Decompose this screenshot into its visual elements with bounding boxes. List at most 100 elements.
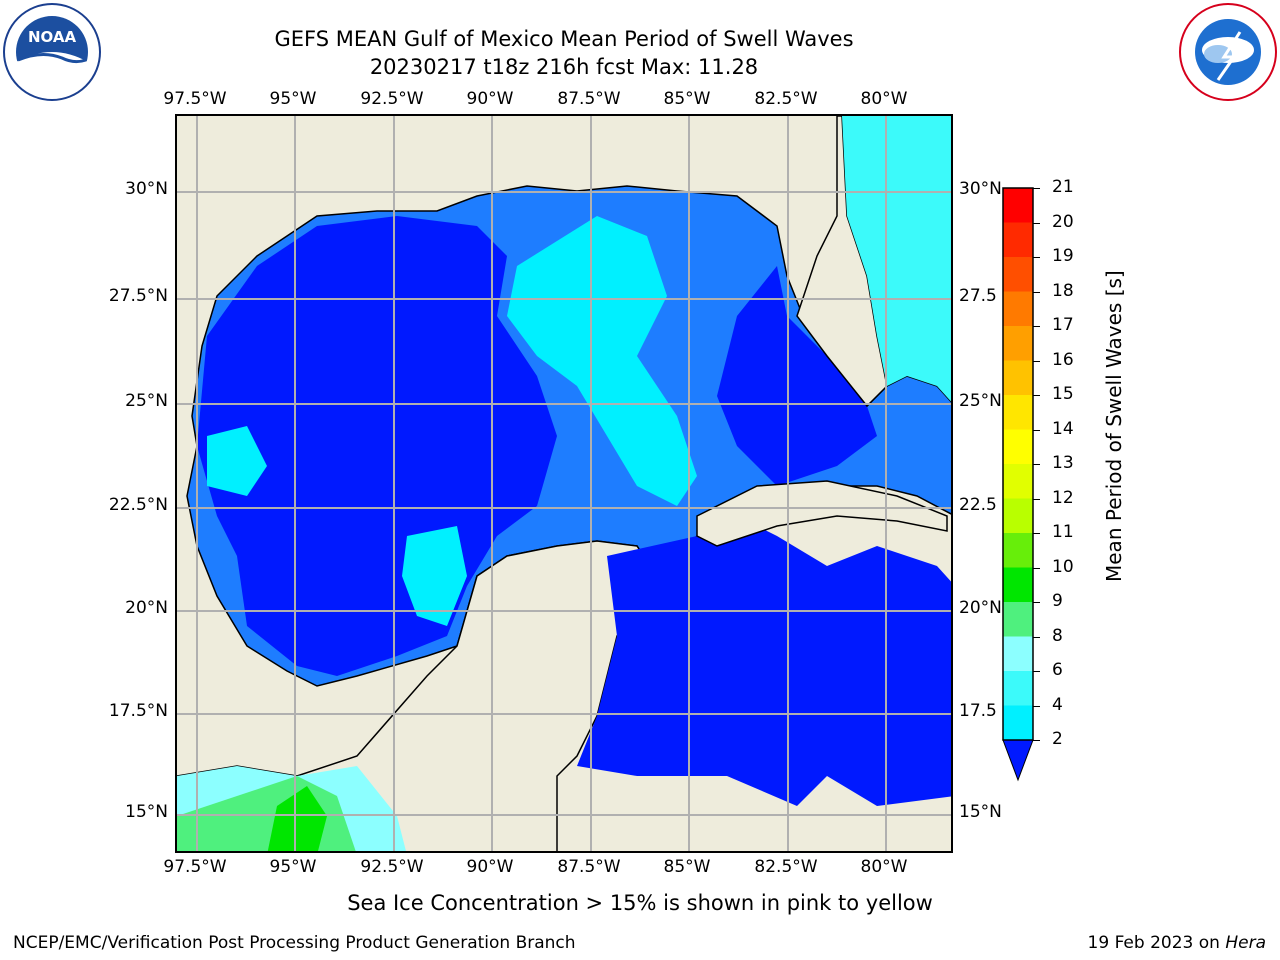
x-tick-top: 80°W [860,89,908,109]
x-tick-top: 97.5°W [163,89,227,109]
deep-blue-region [197,216,557,676]
colorbar-tick-mark [1033,602,1040,603]
colorbar-label: 2 [1052,729,1063,749]
colorbar-label: 19 [1052,246,1074,266]
colorbar-tick-mark [1033,671,1040,672]
y-tick-right: 15°N [959,802,1002,822]
y-tick-left: 22.5°N [108,495,168,515]
colorbar-tick-mark [1033,429,1040,431]
date-text: 19 Feb 2023 on Hera [1088,933,1266,953]
y-tick-right: 22.5 [959,495,997,515]
x-tick-top: 95°W [269,89,317,109]
colorbar-tick-mark [1033,533,1040,534]
colorbar-segment [1003,636,1033,672]
map-panel [175,114,953,853]
colorbar-label: 6 [1052,660,1063,680]
colorbar-tick-mark [1033,636,1040,638]
y-tick-left: 27.5°N [108,286,168,306]
x-tick-top: 92.5°W [360,89,424,109]
yucatan-land [177,540,658,851]
colorbar-tick-mark [1033,464,1040,465]
colorbar-label: 15 [1052,384,1074,404]
colorbar-tick-mark [1033,222,1040,224]
colorbar-label: 11 [1052,522,1074,542]
x-tick-bottom: 90°W [466,857,514,877]
x-tick-bottom: 92.5°W [360,857,424,877]
colorbar-label: 13 [1052,453,1074,473]
x-tick-top: 82.5°W [754,89,818,109]
date-prefix: 19 Feb 2023 on [1087,933,1226,953]
map-title: GEFS MEAN Gulf of Mexico Mean Period of … [274,27,854,51]
y-tick-left: 30°N [125,179,168,199]
colorbar-label: 18 [1052,280,1074,301]
colorbar-segment [1003,498,1033,534]
colorbar-segment [1003,188,1033,223]
colorbar-segment [1003,567,1033,603]
colorbar-tick-mark [1033,567,1040,569]
colorbar-tick-mark [1033,257,1040,258]
nws-logo-icon [1178,2,1278,102]
colorbar-label: 21 [1052,177,1074,197]
colorbar-tick-mark [1033,291,1040,293]
x-tick-bottom: 95°W [269,857,317,877]
x-tick-bottom: 97.5°W [163,857,227,877]
y-tick-right: 17.5 [959,701,997,721]
colorbar-tick-mark [1033,740,1040,741]
colorbar-tick-mark [1033,395,1040,396]
x-tick-top: 85°W [663,89,711,109]
deep-blue-region [717,266,877,486]
cyan-region [207,426,267,496]
colorbar-segment [1003,429,1033,465]
colorbar-segment [1003,326,1033,361]
y-tick-left: 17.5°N [108,701,168,721]
caribbean-ocean [577,516,951,806]
pacific-bright-green-region [267,786,327,851]
colorbar-tick-mark [1033,360,1040,362]
y-tick-right: 30°N [959,179,1002,199]
colorbar-tick-mark [1033,705,1040,707]
cuba-land [696,480,948,547]
x-tick-bottom: 82.5°W [754,857,818,877]
x-tick-bottom: 80°W [860,857,908,877]
colorbar-label: 16 [1052,349,1074,370]
noaa-logo-icon: NOAA [2,2,102,102]
atlantic-ocean [842,116,951,402]
colorbar-segment [1003,291,1033,327]
colorbar-tick-mark [1033,498,1040,500]
svg-text:NOAA: NOAA [28,28,77,46]
colorbar [1002,187,1034,782]
colorbar-tick-mark [1033,188,1040,189]
colorbar-segment [1003,222,1033,258]
sea-ice-note: Sea Ice Concentration > 15% is shown in … [347,891,933,915]
y-tick-right: 20°N [959,598,1002,618]
cyan-region [507,216,697,506]
x-tick-top: 87.5°W [557,89,621,109]
colorbar-label: 12 [1052,487,1074,508]
x-tick-bottom: 85°W [663,857,711,877]
y-tick-right: 27.5 [959,286,997,306]
map-subtitle: 20230217 t18z 216h fcst Max: 11.28 [369,55,759,79]
colorbar-label: 14 [1052,418,1074,439]
x-tick-top: 90°W [466,89,514,109]
colorbar-label: 8 [1052,625,1063,646]
colorbar-segment [1003,705,1033,741]
colorbar-label: 10 [1052,556,1074,577]
colorbar-label: 17 [1052,315,1074,335]
colorbar-label: 9 [1052,591,1063,611]
y-tick-left: 25°N [125,391,168,411]
colorbar-underflow-triangle [1002,739,1034,782]
x-tick-bottom: 87.5°W [557,857,621,877]
colorbar-segment [1003,671,1033,706]
colorbar-segment [1003,257,1033,292]
y-tick-left: 15°N [125,802,168,822]
colorbar-tick-mark [1033,326,1040,327]
colorbar-segment [1003,395,1033,430]
colorbar-segment [1003,533,1033,568]
colorbar-label: 20 [1052,211,1074,232]
y-tick-right: 25°N [959,391,1002,411]
y-tick-left: 20°N [125,598,168,618]
cyan-region [402,526,467,626]
colorbar-segment [1003,464,1033,499]
colorbar-title: Mean Period of Swell Waves [s] [1102,270,1126,582]
colorbar-label: 4 [1052,694,1063,715]
